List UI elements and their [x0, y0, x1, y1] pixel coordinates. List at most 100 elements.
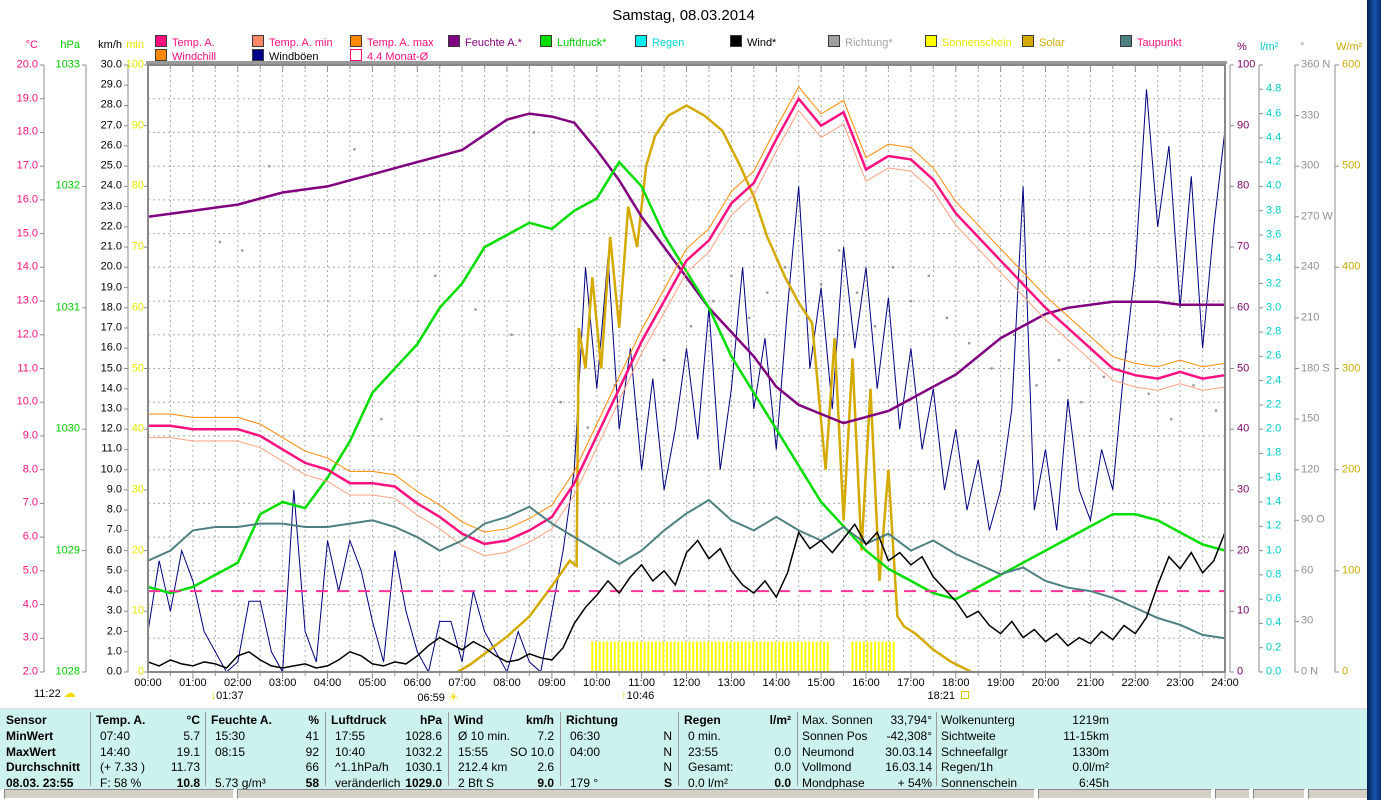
- table-cell-value: 0.0: [774, 760, 791, 774]
- desktop-background-strip: [1367, 0, 1381, 800]
- axis-tick-label: 9.0: [106, 483, 122, 496]
- table-col-unit: km/h: [525, 713, 554, 727]
- marker-18-21: 18:21: [927, 690, 970, 702]
- table-col-header: Luftdruck: [331, 713, 387, 727]
- table-cell-label: 06:30: [570, 729, 601, 743]
- legend-item-taupunkt[interactable]: Taupunkt: [1120, 35, 1182, 49]
- axis-tick-label: 22.0: [100, 220, 122, 233]
- axis-tick-label: 240: [1301, 260, 1320, 273]
- table-cell-label: 0 min.: [688, 729, 721, 743]
- corner-time: 11:22 ☁: [34, 686, 76, 700]
- table-cell-label: 07:40: [100, 729, 131, 743]
- legend-item-wind-[interactable]: Wind*: [730, 35, 776, 49]
- x-axis-tick-label: 17:00: [897, 677, 925, 689]
- table-cell-label: ^1.1hPa/h: [335, 760, 389, 774]
- x-axis-tick-label: 01:00: [179, 677, 207, 689]
- axis-tick-label: 19.0: [100, 281, 122, 294]
- axis-tick-label: 7.0: [22, 496, 38, 509]
- legend-item-solar[interactable]: Solar: [1022, 35, 1065, 49]
- table-divider: [448, 712, 449, 786]
- table-cell-label: F: 58 %: [100, 775, 142, 790]
- astro-value: 30.03.14: [885, 744, 932, 759]
- astro-label: Mondphase: [802, 775, 865, 790]
- axis-unit-lm2: l/m²: [1260, 41, 1279, 53]
- axis-tick-label: 30: [1237, 483, 1250, 496]
- astro-label: Sonnen Pos: [802, 729, 868, 743]
- axis-tick-label: 0.0: [106, 665, 122, 678]
- axis-tick-label: 30: [131, 483, 144, 496]
- table-divider: [560, 712, 561, 786]
- axis-tick-label: 360 N: [1301, 58, 1331, 71]
- axis-tick-label: 1.0: [106, 645, 122, 658]
- axis-tick-label: 14.0: [16, 260, 38, 273]
- table-cell-label: 5.73 g/m³: [215, 775, 266, 790]
- legend-item-luftdruck-[interactable]: Luftdruck*: [540, 35, 607, 49]
- axis-tick-label: 30: [1301, 614, 1314, 627]
- axis-tick-label: 0.6: [1266, 592, 1282, 605]
- table-cell-value: N: [663, 744, 672, 759]
- sun-cloud-icon: ☁: [63, 686, 76, 700]
- conditions-value: 1330m: [1072, 744, 1109, 759]
- axis-tick-label: 100: [125, 58, 144, 71]
- table-cell-value: 2.6: [537, 760, 554, 774]
- legend-item-feuchte-a-[interactable]: Feuchte A.*: [448, 35, 522, 49]
- table-row-label: MaxWert: [6, 744, 56, 759]
- x-axis-tick-label: 11:00: [628, 677, 655, 689]
- x-axis-tick-label: 20:00: [1031, 677, 1060, 689]
- axis-unit-wm2: W/m²: [1336, 41, 1363, 53]
- astro-label: Max. Sonnen: [802, 713, 873, 727]
- table-divider: [678, 712, 679, 786]
- legend-item-regen[interactable]: Regen: [635, 35, 684, 49]
- axis-tick-label: 500: [1342, 159, 1361, 172]
- axis-unit-min: min: [126, 39, 144, 51]
- legend-item-temp-a-min[interactable]: Temp. A. min: [252, 35, 333, 49]
- astro-label: Neumond: [802, 744, 855, 759]
- axis-unit-pct: %: [1237, 41, 1247, 53]
- x-axis-tick-label: 14:00: [762, 677, 791, 689]
- axis-tick-label: 200: [1342, 463, 1361, 476]
- axis-tick-label: 2.0: [106, 625, 122, 638]
- x-axis-tick-label: 03:00: [268, 677, 297, 689]
- axis-unit-hPa: hPa: [60, 39, 80, 51]
- table-cell-value: 92: [305, 744, 319, 759]
- axis-tick-label: 13.0: [16, 294, 38, 307]
- axis-tick-label: 180 S: [1301, 362, 1330, 374]
- marker-01-37: ↓01:37: [210, 690, 244, 702]
- table-cell-label: Gesamt:: [688, 760, 734, 774]
- legend-color-box: [448, 35, 460, 47]
- axis-unit-kmh: km/h: [98, 39, 122, 51]
- legend-item-sonnenschein[interactable]: Sonnenschein: [925, 35, 1012, 49]
- legend-item-4-4-monat-[interactable]: 4.4 Monat-Ø: [350, 49, 428, 63]
- axis-tick-label: 1.8: [1266, 446, 1282, 459]
- axis-tick-label: 19.0: [16, 92, 38, 105]
- axis-tick-label: 90 O: [1301, 513, 1325, 526]
- axis-tick-label: 90: [131, 119, 144, 132]
- conditions-label: Wolkenunterg: [941, 713, 1015, 727]
- legend-item-temp-a-max[interactable]: Temp. A. max: [350, 35, 434, 49]
- axis-tick-label: 20.0: [100, 260, 122, 273]
- legend-color-box: [635, 35, 647, 47]
- table-row-label: Sensor: [6, 713, 47, 727]
- x-axis-tick-label: 04:00: [313, 677, 342, 689]
- axis-tick-label: 0.8: [1266, 568, 1282, 581]
- legend-item-temp-a-[interactable]: Temp. A.: [155, 35, 215, 49]
- axis-tick-label: 60: [131, 301, 144, 314]
- legend-item-richtung-[interactable]: Richtung*: [828, 35, 893, 49]
- x-axis-tick-label: 12:00: [672, 677, 701, 689]
- table-cell-label: 179 °: [570, 775, 599, 790]
- conditions-label: Regen/1h: [941, 760, 994, 774]
- axis-tick-label: 3.0: [22, 631, 38, 644]
- moonrise-arrow-icon: ↑: [621, 690, 627, 702]
- status-bar-segment: [1253, 789, 1305, 799]
- corner-time-label: 11:22: [34, 688, 61, 700]
- axis-tick-label: 15.0: [16, 227, 38, 240]
- table-cell-label: veränderlich: [335, 775, 401, 790]
- axis-tick-label: 11.0: [101, 442, 122, 455]
- table-row-label: MinWert: [6, 729, 54, 743]
- table-cell-value: 1032.2: [405, 744, 442, 759]
- legend-item-windb-en[interactable]: Windböen: [252, 49, 319, 63]
- axis-tick-label: 10.0: [16, 395, 38, 408]
- table-cell-label: 14:40: [100, 744, 131, 759]
- legend-item-windchill[interactable]: Windchill: [155, 49, 216, 63]
